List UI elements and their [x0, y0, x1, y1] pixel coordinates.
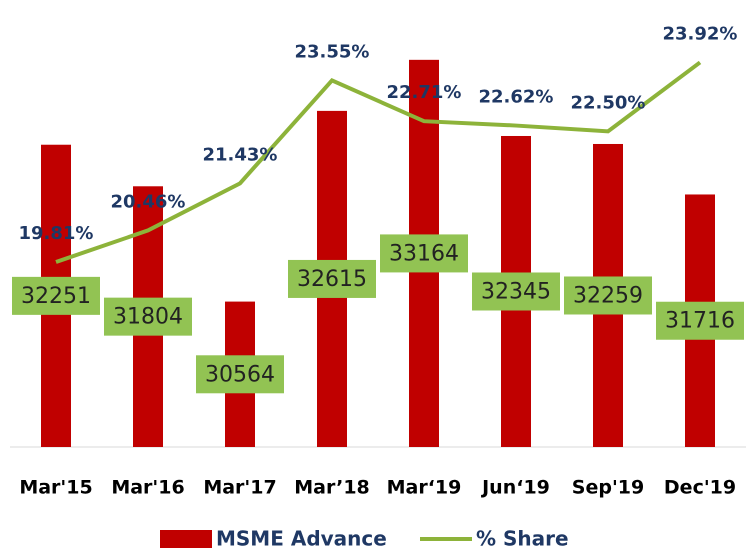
- x-tick-label: Mar'15: [19, 477, 92, 499]
- line-data-label: 23.55%: [295, 41, 370, 62]
- x-tick-label: Jun‘19: [480, 477, 550, 499]
- line-data-label: 23.92%: [663, 23, 738, 44]
- line-data-label: 19.81%: [19, 223, 94, 244]
- data-label: 32251: [21, 284, 91, 309]
- line-data-label: 22.62%: [479, 87, 554, 108]
- x-tick-label: Mar’18: [294, 477, 370, 499]
- line-data-label: 22.50%: [571, 92, 646, 113]
- x-tick-label: Mar‘19: [387, 477, 462, 499]
- data-label: 31716: [665, 309, 735, 334]
- line: [55, 60, 702, 264]
- data-label-box: [288, 259, 376, 298]
- data-label: 33164: [389, 241, 459, 266]
- data-label-box: [380, 234, 468, 273]
- data-label-box: [196, 355, 284, 394]
- x-tick-label: Mar'17: [203, 477, 276, 499]
- data-label-box: [656, 301, 744, 340]
- legend-label: % Share: [476, 527, 569, 551]
- data-label: 32259: [573, 283, 643, 308]
- x-tick-label: Dec'19: [664, 477, 736, 499]
- data-label: 30564: [205, 362, 275, 387]
- legend-swatch: [160, 530, 212, 548]
- legend-label: MSME Advance: [216, 527, 387, 551]
- data-label: 31804: [113, 305, 183, 330]
- line-data-label: 22.71%: [387, 82, 462, 103]
- line-data-label: 21.43%: [203, 144, 278, 165]
- data-label-box: [12, 276, 100, 315]
- data-label-box: [104, 297, 192, 336]
- data-label-box: [472, 272, 560, 311]
- data-label: 32615: [297, 267, 367, 292]
- line-data-label: 20.46%: [111, 191, 186, 212]
- data-label-box: [564, 276, 652, 315]
- x-tick-label: Sep'19: [572, 477, 644, 499]
- x-tick-label: Mar'16: [111, 477, 184, 499]
- data-label: 32345: [481, 279, 551, 304]
